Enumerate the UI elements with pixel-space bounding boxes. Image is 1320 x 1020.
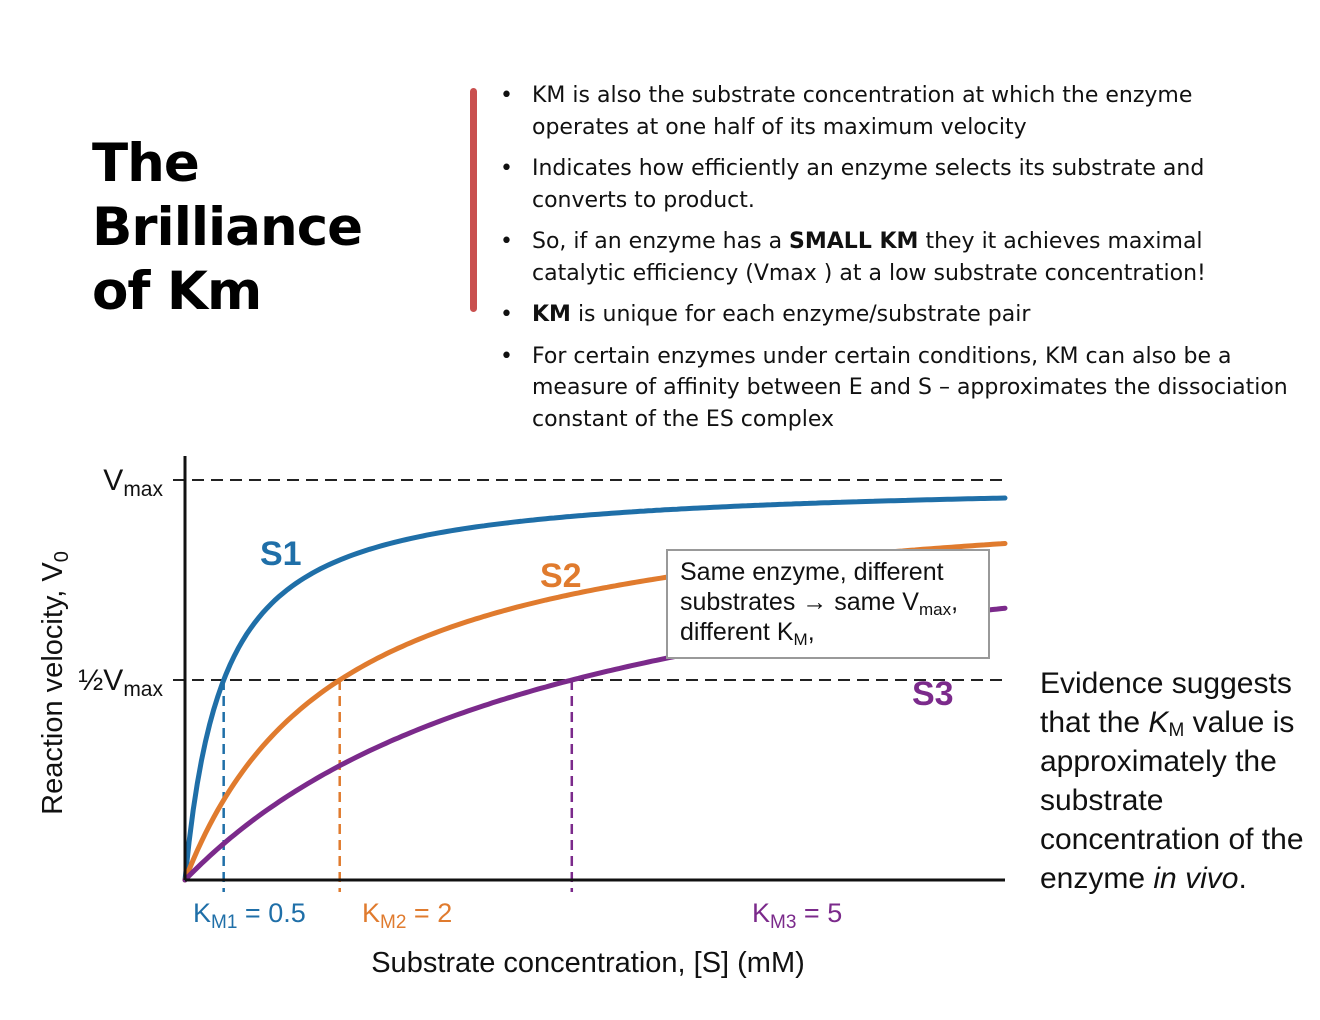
slide-title: The Brilliance of Km: [92, 132, 452, 324]
bullet-dot: •: [500, 343, 513, 369]
accent-divider: [470, 88, 477, 312]
annotation-line-3: different KM,: [680, 618, 815, 649]
curve-s1: [182, 495, 1008, 883]
slide-title-line-2: of Km: [92, 261, 262, 322]
annotation-line-1: Same enzyme, different: [680, 558, 944, 586]
series-label-s3: S3: [912, 675, 954, 713]
annotation-line-2: substrates → same Vmax,: [680, 588, 958, 619]
y-tick-label-1: Vmax: [103, 464, 163, 501]
bullet-item-2: • Indicates how efficiently an enzyme sel…: [500, 153, 1290, 216]
bullet-text: So, if an enzyme has a: [532, 229, 790, 254]
side-note-text-2: value is approximately the substrate con…: [1040, 706, 1304, 895]
chart-labels: Vmax ½Vmax S1 KM1 = 0.5 S2 KM2 = 2 S3 KM3 = 5 Su…: [37, 464, 990, 979]
bullet-bold-text: SMALL KM: [789, 229, 919, 254]
bullet-item-5: • For certain enzymes under certain condi…: [500, 341, 1290, 436]
side-note-text-3: .: [1238, 862, 1247, 895]
annotation-box: [666, 549, 990, 659]
km-label-3: KM3 = 5: [752, 898, 842, 933]
guide-lines: [173, 479, 1005, 892]
bullet-dot: •: [500, 229, 513, 254]
bullet-list: • KM is also the substrate concentration …: [500, 80, 1290, 445]
y-tick-label-2: ½Vmax: [78, 664, 163, 701]
bullet-dot: •: [500, 83, 513, 108]
chart-axes: [183, 456, 1005, 882]
bullet-text: KM is also the substrate concentration a…: [532, 83, 1193, 140]
bullet-item-3: • So, if an enzyme has a SMALL KM they it…: [500, 226, 1290, 289]
bullet-bold-text: KM: [532, 302, 571, 327]
series-label-s1: S1: [260, 535, 302, 573]
side-note: Evidence suggests that the KM value is a…: [1040, 664, 1310, 898]
series-label-s2: S2: [540, 557, 582, 595]
side-note-italic: in vivo: [1153, 862, 1239, 895]
y-axis-title: Reaction velocity, V0: [37, 551, 73, 815]
km-label-1: KM1 = 0.5: [193, 898, 306, 933]
michaelis-menten-chart: Vmax ½Vmax S1 KM1 = 0.5 S2 KM2 = 2 S3 KM3 = 5 Su…: [37, 456, 1008, 979]
bullet-text: For certain enzymes under certain condit…: [532, 343, 1288, 432]
bullet-text: they it achieves maximal catalytic effic…: [532, 229, 1206, 286]
bullet-text: Indicates how efficiently an enzyme sele…: [532, 156, 1205, 213]
km-label-2: KM2 = 2: [362, 898, 452, 933]
side-note-text-1: Evidence suggests that the: [1040, 667, 1292, 739]
bullet-item-1: • KM is also the substrate concentration …: [500, 80, 1290, 143]
bullet-text: is unique for each enzyme/substrate pair: [570, 302, 1031, 327]
bullet-dot: •: [500, 302, 513, 327]
bullet-dot: •: [500, 156, 513, 181]
side-note-k: K: [1148, 706, 1169, 739]
x-axis-title: Substrate concentration, [S] (mM): [371, 947, 805, 979]
slide-title-line-1: The Brilliance: [92, 133, 363, 258]
bullet-item-4: • KM is unique for each enzyme/substrate …: [500, 299, 1290, 331]
side-note-k-sub: M: [1168, 720, 1185, 741]
